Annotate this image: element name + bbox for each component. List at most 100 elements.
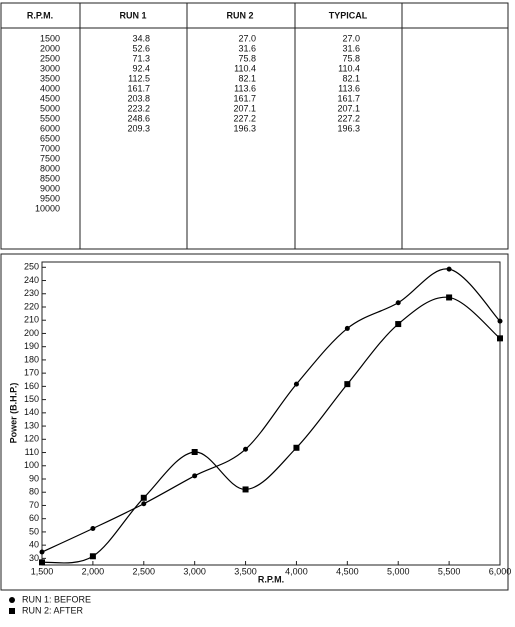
table-cell: 2000 — [40, 43, 60, 53]
point — [242, 486, 249, 493]
point — [395, 321, 402, 328]
y-tick-label: 120 — [24, 434, 39, 444]
legend-label: RUN 2: AFTER — [22, 605, 84, 615]
y-tick-label: 190 — [24, 341, 39, 351]
table-cell: 4500 — [40, 93, 60, 103]
table-cell: 1500 — [40, 33, 60, 43]
y-tick-label: 180 — [24, 354, 39, 364]
table-cell: 27.0 — [238, 33, 256, 43]
table-frame — [0, 2, 509, 250]
table-cell: 92.4 — [132, 63, 150, 73]
y-tick-label: 210 — [24, 315, 39, 325]
y-tick-label: 240 — [24, 275, 39, 285]
table-cell: 52.6 — [132, 43, 150, 53]
point — [446, 266, 452, 272]
table-cell: 8500 — [40, 173, 60, 183]
point — [344, 381, 351, 388]
table-cell: 110.4 — [338, 63, 360, 73]
y-tick-label: 100 — [24, 460, 39, 470]
point — [497, 335, 503, 342]
x-axis-title: R.P.M. — [258, 574, 284, 584]
point — [192, 473, 198, 479]
point — [243, 446, 249, 452]
x-tick-label: 3,500 — [234, 566, 257, 576]
table-cell: 34.8 — [132, 33, 150, 43]
y-tick-label: 160 — [24, 381, 39, 391]
y-tick-label: 150 — [24, 394, 39, 404]
table-cell: 227.2 — [337, 113, 360, 123]
table-cell: 82.1 — [342, 73, 360, 83]
point — [395, 300, 401, 306]
table-cell: 209.3 — [127, 123, 150, 133]
x-tick-label: 2,500 — [133, 566, 156, 576]
point — [446, 294, 453, 301]
table-cell: 3500 — [40, 73, 60, 83]
y-tick-label: 50 — [29, 526, 39, 536]
column-header: RUN 2 — [226, 10, 253, 20]
y-tick-label: 140 — [24, 407, 39, 417]
table-cell: 9500 — [40, 193, 60, 203]
point — [89, 553, 96, 560]
point — [140, 494, 147, 501]
table-cell: 248.6 — [127, 113, 150, 123]
table-cell: 5000 — [40, 103, 60, 113]
y-tick-label: 60 — [29, 513, 39, 523]
table-cell: 6500 — [40, 133, 60, 143]
point — [293, 381, 299, 387]
series-line — [41, 268, 501, 553]
table-cell: 207.1 — [233, 103, 256, 113]
table-cell: 110.4 — [234, 63, 256, 73]
y-tick-label: 200 — [24, 328, 39, 338]
table-cell: 7500 — [40, 153, 60, 163]
table-cell: 31.6 — [238, 43, 256, 53]
table-cell: 8000 — [40, 163, 60, 173]
legend-marker — [9, 608, 15, 614]
table-cell: 5500 — [40, 113, 60, 123]
plot-area — [41, 261, 501, 566]
table-cell: 10000 — [35, 203, 60, 213]
x-tick-label: 3,000 — [183, 566, 206, 576]
legend-marker — [9, 597, 15, 603]
table-cell: 196.3 — [233, 123, 256, 133]
y-tick-label: 30 — [29, 553, 39, 563]
y-tick-label: 80 — [29, 487, 39, 497]
column-header: R.P.M. — [27, 10, 53, 20]
x-tick-label: 5,500 — [438, 566, 461, 576]
y-tick-label: 40 — [29, 540, 39, 550]
point — [344, 325, 350, 331]
point — [39, 549, 45, 555]
x-tick-label: 6,000 — [489, 566, 512, 576]
point — [191, 449, 198, 456]
x-tick-label: 4,000 — [285, 566, 308, 576]
table-cell: 27.0 — [342, 33, 360, 43]
x-tick-label: 1,500 — [31, 566, 54, 576]
y-axis-title: Power (B.H.P.) — [8, 383, 18, 444]
y-tick-label: 170 — [24, 368, 39, 378]
table-cell: 31.6 — [342, 43, 360, 53]
table-cell: 113.6 — [234, 83, 256, 93]
table-cell: 2500 — [40, 53, 60, 63]
series-line — [41, 296, 501, 564]
y-tick-label: 130 — [24, 420, 39, 430]
column-header: RUN 1 — [119, 10, 146, 20]
table-cell: 223.2 — [127, 103, 150, 113]
table-cell: 196.3 — [337, 123, 360, 133]
legend-label: RUN 1: BEFORE — [22, 594, 91, 604]
table-cell: 75.8 — [342, 53, 360, 63]
point — [497, 318, 503, 324]
x-tick-label: 2,000 — [82, 566, 105, 576]
table-cell: 7000 — [40, 143, 60, 153]
table-cell: 4000 — [40, 83, 60, 93]
table-cell: 3000 — [40, 63, 60, 73]
point — [141, 501, 147, 507]
table-cell: 203.8 — [127, 93, 150, 103]
y-tick-label: 250 — [24, 262, 39, 272]
table-cell: 227.2 — [233, 113, 256, 123]
table-cell: 207.1 — [337, 103, 360, 113]
table-cell: 161.7 — [337, 93, 360, 103]
table-cell: 75.8 — [238, 53, 256, 63]
table-cell: 9000 — [40, 183, 60, 193]
table-cell: 161.7 — [127, 83, 150, 93]
